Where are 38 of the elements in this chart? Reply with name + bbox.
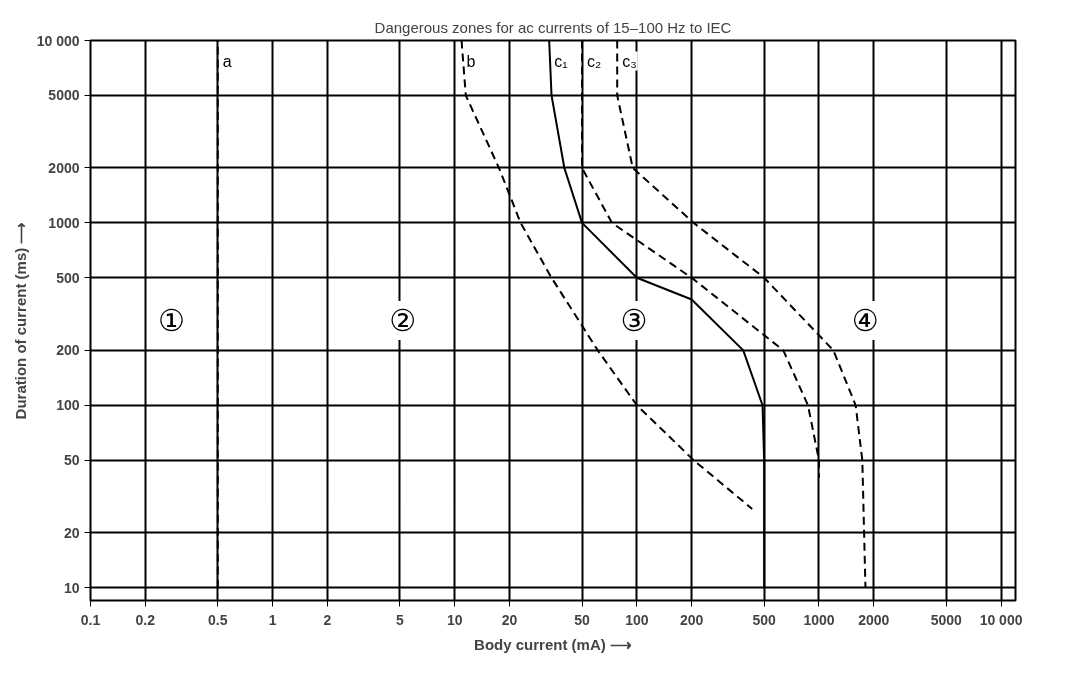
annotation: ④: [851, 303, 879, 338]
y-tick-label: 50: [63, 452, 80, 469]
series-label: c₃: [622, 52, 637, 70]
x-tick-label: 2000: [858, 611, 890, 628]
series-label: c₁: [554, 52, 568, 70]
annotation: ②: [389, 303, 417, 338]
x-axis-title: Body current (mA) ⟶: [474, 635, 632, 653]
y-tick-label: 10: [63, 579, 80, 596]
y-tick-label: 10 000: [36, 32, 80, 49]
y-tick-label: 20: [63, 524, 80, 541]
x-tick-label: 10 000: [979, 611, 1023, 628]
y-tick-label: 2000: [48, 159, 80, 176]
x-tick-label: 1: [268, 611, 277, 628]
y-axis-title: Duration of current (ms) ⟶: [11, 221, 29, 420]
y-tick-label: 1000: [48, 214, 80, 231]
x-tick-label: 10: [446, 611, 463, 628]
annotation: ③: [620, 303, 648, 338]
chart-title: Dangerous zones for ac currents of 15–100 Hz to IEC: [374, 18, 732, 36]
y-tick-label: 5000: [48, 87, 80, 104]
x-tick-label: 0.5: [208, 611, 228, 628]
x-tick-label: 200: [679, 611, 704, 628]
series-label: b: [466, 52, 476, 70]
x-tick-label: 0.2: [135, 611, 156, 628]
annotation: ①: [157, 303, 185, 338]
y-tick-label: 500: [56, 269, 80, 286]
x-tick-label: 5000: [930, 611, 963, 628]
series-label: c₂: [587, 52, 602, 70]
series-label: a: [222, 52, 232, 70]
x-tick-label: 1000: [803, 611, 835, 628]
y-tick-label: 100: [56, 397, 80, 414]
y-tick-label: 200: [56, 342, 80, 359]
x-tick-label: 50: [574, 611, 591, 628]
x-tick-label: 0.1: [80, 611, 101, 628]
x-tick-label: 100: [625, 611, 649, 628]
x-tick-label: 500: [752, 611, 777, 628]
x-tick-label: 5: [396, 611, 405, 628]
x-tick-label: 2: [323, 611, 332, 628]
x-tick-label: 20: [501, 611, 518, 628]
